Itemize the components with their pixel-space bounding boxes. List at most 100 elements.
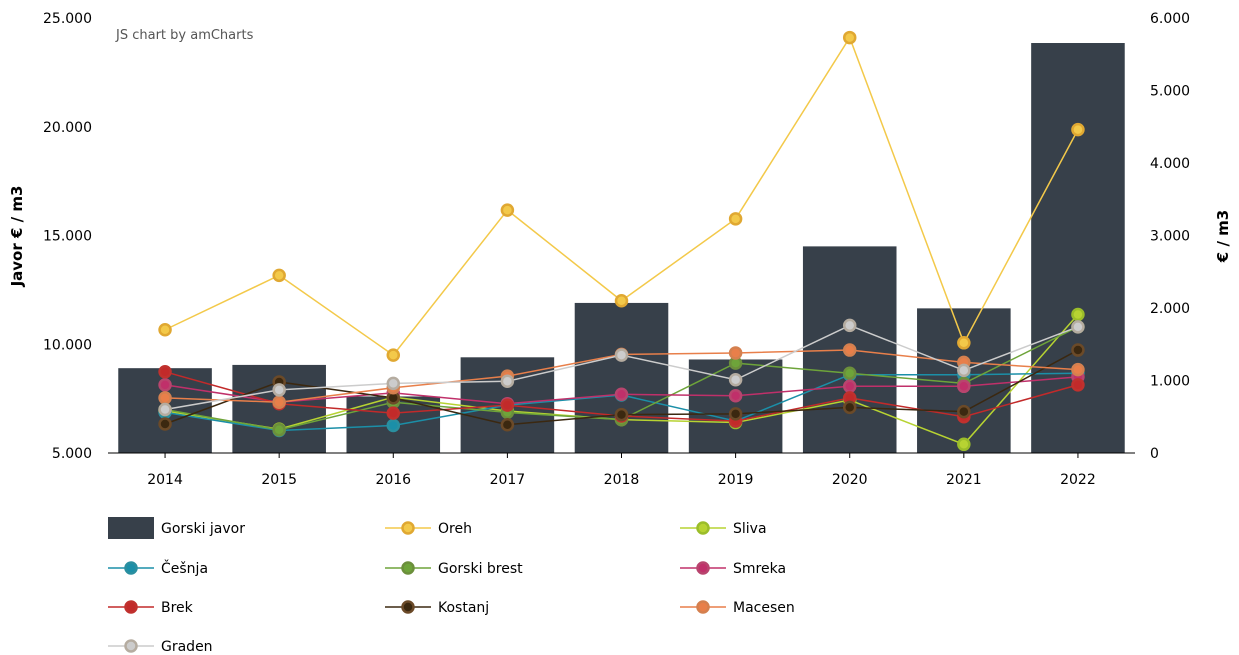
left-tick-label: 5.000 [52, 446, 92, 462]
left-tick-label: 15.000 [43, 229, 92, 245]
point-Graden [158, 402, 172, 417]
left-tick-label: 25.000 [43, 11, 92, 27]
right-tick-label: 0 [1150, 446, 1159, 462]
right-axis-title: € / m3 [1214, 210, 1232, 263]
point-Kostanj [842, 400, 857, 415]
point-Graden [272, 383, 286, 397]
legend-swatch-marker [401, 521, 415, 535]
legend-item[interactable]: Oreh [385, 521, 472, 537]
point-Graden [614, 348, 629, 362]
point-Oreh [272, 268, 286, 283]
right-tick-label: 3.000 [1150, 229, 1190, 245]
point-Smreka [842, 379, 857, 394]
legend-label: Kostanj [438, 600, 489, 616]
point-Češnja [386, 418, 401, 433]
point-Brek [500, 398, 515, 412]
left-tick-label: 10.000 [43, 337, 92, 353]
legend-label: Oreh [438, 521, 472, 537]
point-Kostanj [500, 417, 515, 432]
legend-item[interactable]: Sliva [680, 521, 767, 537]
x-tick-label: 2020 [832, 472, 868, 488]
point-Oreh [386, 348, 401, 362]
legend-item[interactable]: Gorski javor [108, 517, 245, 539]
point-Gorski brest [272, 423, 286, 437]
legend-swatch-marker [124, 639, 138, 653]
point-Smreka [957, 379, 971, 394]
legend-swatch-marker [401, 600, 415, 614]
legend-item[interactable]: Brek [108, 600, 194, 616]
legend-swatch-marker [696, 600, 710, 614]
legend-swatch-marker [696, 521, 710, 535]
legend-item[interactable]: Graden [108, 639, 213, 655]
point-Smreka [158, 378, 172, 392]
legend-label: Smreka [733, 561, 786, 577]
point-Oreh [1071, 122, 1085, 137]
point-Kostanj [1071, 343, 1085, 357]
legend-swatch-marker [124, 600, 138, 614]
point-Brek [158, 365, 172, 379]
axes: 2014 2015 2016 2017 2018 2019 2020 2021 2022 5.00… [8, 11, 1232, 488]
point-Sliva [1071, 307, 1085, 322]
point-Oreh [728, 212, 743, 226]
legend-swatch-marker [696, 561, 710, 575]
legend-swatch [108, 517, 154, 539]
point-Oreh [614, 294, 629, 308]
legend-label: Gorski brest [438, 561, 523, 577]
point-Smreka [614, 387, 629, 402]
right-tick-label: 5.000 [1150, 84, 1190, 100]
point-Graden [842, 318, 857, 333]
point-Macesen [272, 395, 286, 409]
right-tick-label: 2.000 [1150, 301, 1190, 317]
point-Kostanj [614, 407, 629, 422]
legend-label: Brek [161, 600, 194, 616]
legend-item[interactable]: Macesen [680, 600, 795, 616]
left-axis-title: Javor € / m3 [8, 186, 26, 288]
point-Graden [500, 374, 515, 388]
legend: Gorski javor Oreh Sliva Češnja Gorski brest S… [108, 517, 795, 655]
point-Brek [386, 406, 401, 420]
line-series [158, 30, 1085, 452]
right-tick-label: 6.000 [1150, 11, 1190, 27]
x-tick-label: 2015 [261, 472, 297, 488]
point-Sliva [957, 437, 971, 452]
legend-item[interactable]: Smreka [680, 561, 786, 577]
legend-swatch-marker [401, 561, 415, 575]
point-Macesen [842, 343, 857, 357]
x-tick-label: 2022 [1060, 472, 1096, 488]
point-Graden [728, 373, 743, 387]
point-Oreh [842, 30, 857, 45]
point-Macesen [728, 346, 743, 360]
point-Kostanj [957, 404, 971, 419]
point-Graden [386, 376, 401, 391]
legend-label: Graden [161, 639, 213, 655]
right-tick-label: 4.000 [1150, 156, 1190, 172]
bar-2018 [574, 302, 669, 453]
legend-label: Gorski javor [161, 521, 245, 537]
point-Macesen [1071, 362, 1085, 377]
legend-swatch-marker [124, 561, 138, 575]
right-tick-label: 1.000 [1150, 374, 1190, 390]
point-Macesen [158, 391, 172, 405]
point-Brek [1071, 378, 1085, 392]
chart-credit[interactable]: JS chart by amCharts [115, 28, 254, 43]
x-tick-label: 2014 [147, 472, 183, 488]
x-tick-label: 2018 [604, 472, 640, 488]
legend-label: Češnja [161, 559, 208, 577]
point-Oreh [158, 323, 172, 337]
x-tick-label: 2017 [490, 472, 526, 488]
legend-label: Sliva [733, 521, 767, 537]
point-Kostanj [728, 407, 743, 421]
left-tick-label: 20.000 [43, 120, 92, 136]
legend-item[interactable]: Gorski brest [385, 561, 523, 577]
legend-label: Macesen [733, 600, 795, 616]
point-Oreh [500, 203, 515, 217]
point-Gorski brest [842, 366, 857, 380]
point-Graden [957, 363, 971, 378]
legend-item[interactable]: Kostanj [385, 600, 489, 616]
x-tick-label: 2016 [375, 472, 411, 488]
x-tick-label: 2021 [946, 472, 982, 488]
legend-item[interactable]: Češnja [108, 559, 208, 577]
point-Oreh [957, 336, 971, 350]
x-tick-label: 2019 [718, 472, 754, 488]
